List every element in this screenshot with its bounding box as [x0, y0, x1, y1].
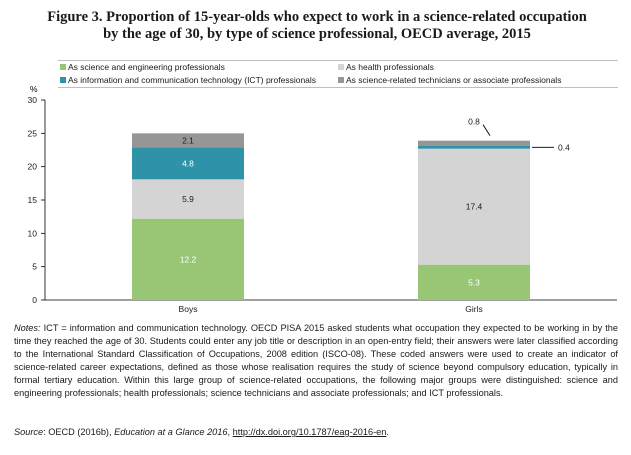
data-label-girls-technicians: 0.8 — [468, 117, 480, 127]
source-link[interactable]: http://dx.doi.org/10.1787/eag-2016-en — [232, 427, 387, 437]
y-tick-label: 20 — [28, 162, 38, 172]
legend-item-ict: As information and communication technol… — [60, 75, 316, 85]
legend-swatch-ict — [60, 77, 66, 83]
bar-segment-boys-science-engineering — [132, 218, 244, 300]
data-label-boys-technicians: 2.1 — [182, 135, 194, 145]
data-label-girls-ict: 0.4 — [558, 142, 570, 152]
y-tick-label: 25 — [28, 128, 38, 138]
data-label-girls-health: 17.4 — [466, 202, 483, 212]
callout-line-girls-technicians — [482, 124, 491, 136]
legend-swatch-technicians — [338, 77, 344, 83]
bar-segment-boys-ict — [132, 147, 244, 180]
notes-text: ICT = information and communication tech… — [14, 323, 618, 398]
notes-label: Notes: — [14, 323, 41, 333]
legend-label-science-engineering: As science and engineering professionals — [68, 62, 225, 72]
legend-label-ict: As information and communication technol… — [68, 75, 317, 85]
x-category-label-boys: Boys — [179, 304, 198, 314]
data-label-boys-science-engineering: 12.2 — [180, 254, 197, 264]
y-tick-label: 10 — [28, 228, 38, 238]
source-prefix: : OECD (2016b), — [43, 427, 115, 437]
legend-swatch-science-engineering — [60, 64, 66, 70]
figure-title: Figure 3. Proportion of 15-year-olds who… — [14, 9, 620, 43]
stacked-bar-chart: % 0 5 10 15 20 25 30 12.2 5.9 4.8 2.1 Boys 5.3 17.4 0.… — [28, 84, 617, 314]
legend-item-technicians: As science-related technicians or associ… — [338, 75, 561, 85]
chart-legend: As science and engineering professionals… — [58, 60, 618, 88]
bar-segment-girls-health — [418, 148, 530, 265]
y-tick-label: 30 — [28, 95, 38, 105]
figure-title-line2: by the age of 30, by type of science pro… — [103, 26, 531, 42]
legend-item-health: As health professionals — [338, 62, 434, 72]
source-label: Source — [14, 427, 44, 437]
source-end: . — [386, 427, 389, 437]
source-title: Education at a Glance 2016 — [114, 427, 228, 437]
legend-item-science-engineering: As science and engineering professionals — [60, 62, 225, 72]
legend-label-technicians: As science-related technicians or associ… — [346, 75, 562, 85]
bar-segment-girls-ict — [418, 146, 530, 149]
figure-notes: Notes: ICT = information and communicati… — [14, 322, 618, 400]
data-label-girls-science-engineering: 5.3 — [468, 277, 480, 287]
bar-segment-girls-technicians — [418, 140, 530, 146]
bar-segment-boys-technicians — [132, 133, 244, 148]
figure-title-line1: Proportion of 15-year-olds who expect to… — [106, 9, 587, 25]
data-label-boys-health: 5.9 — [182, 194, 194, 204]
y-tick-label: 15 — [28, 195, 38, 205]
legend-label-health: As health professionals — [346, 62, 434, 72]
bar-segment-girls-science-engineering — [418, 264, 530, 300]
x-category-label-girls: Girls — [465, 304, 482, 314]
y-tick-label: 0 — [32, 295, 37, 305]
figure-source: Source: OECD (2016b), Education at a Gla… — [14, 426, 618, 439]
legend-swatch-health — [338, 64, 344, 70]
y-axis-unit-label: % — [30, 84, 38, 94]
y-tick-label: 5 — [32, 262, 37, 272]
bar-segment-boys-health — [132, 179, 244, 219]
data-label-boys-ict: 4.8 — [182, 158, 194, 168]
figure-label: Figure 3. — [47, 9, 103, 25]
source-comma: , — [227, 427, 233, 437]
